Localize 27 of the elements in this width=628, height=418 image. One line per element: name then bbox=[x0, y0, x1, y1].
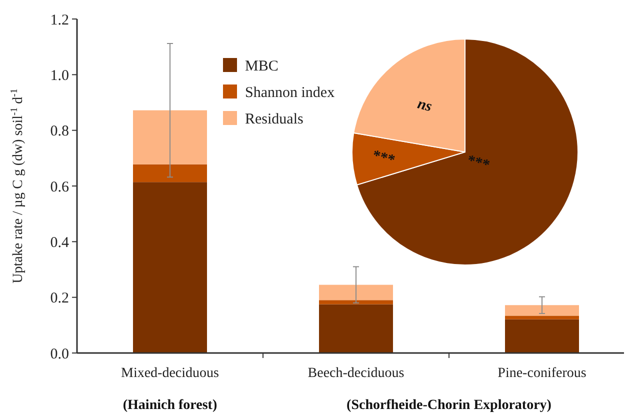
text: (Hainich forest) bbox=[122, 398, 218, 413]
y-tick-label: 1.2 bbox=[50, 12, 69, 28]
y-tick-label: 0.8 bbox=[50, 124, 69, 140]
bar bbox=[133, 182, 207, 353]
legend-label: Residuals bbox=[245, 111, 304, 128]
bar bbox=[133, 110, 207, 164]
data-label: *** bbox=[465, 152, 492, 174]
y-tick-label: 0.4 bbox=[50, 234, 70, 251]
bar bbox=[319, 284, 393, 300]
y-tick-label: 0.6 bbox=[50, 179, 70, 196]
x-tick-label: Beech-deciduous bbox=[308, 366, 404, 381]
data-label: ns bbox=[416, 96, 434, 116]
legend-label: MBC bbox=[245, 58, 278, 74]
legend-label: Shannon index bbox=[245, 84, 336, 101]
bar bbox=[319, 300, 393, 304]
bar bbox=[505, 316, 579, 320]
y-tick-label: 0.2 bbox=[50, 290, 69, 307]
x-tick-label: Mixed-deciduous bbox=[121, 366, 219, 381]
bar bbox=[505, 319, 579, 353]
y-tick-label: 0.0 bbox=[50, 346, 69, 362]
data-label: *** bbox=[370, 148, 396, 169]
y-tick-label: 1.0 bbox=[50, 68, 69, 84]
x-tick-label: Pine-coniferous bbox=[498, 366, 586, 381]
bar bbox=[505, 305, 579, 316]
bar bbox=[319, 304, 393, 353]
text: (Schorfheide-Chorin Exploratory) bbox=[346, 398, 552, 413]
bar bbox=[133, 164, 207, 182]
